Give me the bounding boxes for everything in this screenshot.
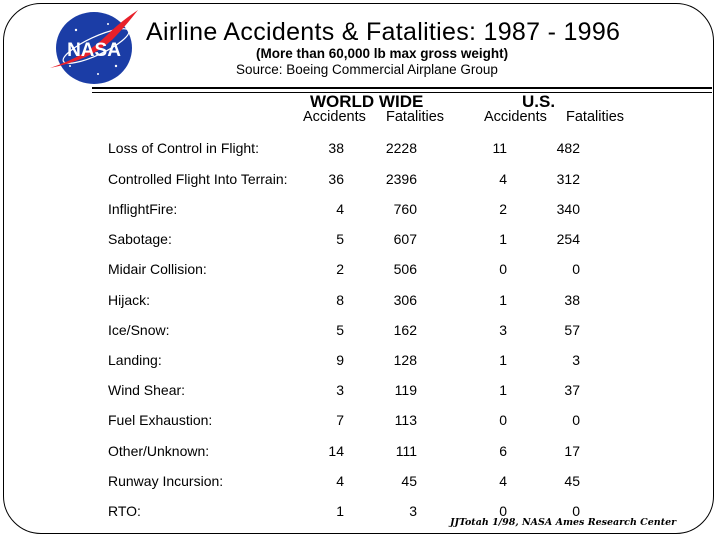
world-accidents: 5 (336, 322, 344, 338)
group-header-world: WORLD WIDE (310, 92, 424, 111)
world-fatalities: 2396 (385, 171, 417, 187)
world-fatalities: 45 (401, 473, 417, 489)
world-accidents: 4 (336, 473, 344, 489)
table-row: Controlled Flight Into Terrain: 36 2396 4 31… (0, 171, 719, 191)
group-header-us: U.S. (522, 92, 556, 111)
us-accidents: 4 (499, 171, 507, 187)
us-accidents: 0 (499, 412, 507, 428)
table-row: Loss of Control in Flight: 38 2228 11 482 (0, 140, 719, 160)
us-fatalities: 312 (556, 171, 580, 187)
us-fatalities: 0 (572, 261, 580, 277)
table-row: Sabotage: 5 607 1 254 (0, 231, 719, 251)
col-header-us-accidents: Accidents (484, 109, 547, 125)
nasa-logo: NASA (50, 10, 138, 84)
us-fatalities: 37 (564, 382, 580, 398)
nasa-logo-text: NASA (67, 40, 121, 61)
world-accidents: 38 (328, 140, 344, 156)
world-fatalities: 306 (393, 292, 417, 308)
world-fatalities: 760 (393, 201, 417, 217)
us-accidents: 0 (499, 503, 507, 519)
us-fatalities: 38 (564, 292, 580, 308)
page-subtitle: (More than 60,000 lb max gross weight) (256, 46, 509, 61)
us-accidents: 0 (499, 261, 507, 277)
world-accidents: 14 (328, 443, 344, 459)
us-fatalities: 0 (572, 412, 580, 428)
row-label: Loss of Control in Flight: (108, 140, 259, 156)
world-accidents: 8 (336, 292, 344, 308)
world-fatalities: 506 (393, 261, 417, 277)
page-title: Airline Accidents & Fatalities: 1987 - 1… (146, 18, 621, 46)
table-row: Other/Unknown: 14 111 6 17 (0, 443, 719, 463)
row-label: Sabotage: (108, 231, 172, 247)
us-fatalities: 17 (564, 443, 580, 459)
us-fatalities: 45 (564, 473, 580, 489)
us-accidents: 11 (492, 140, 507, 156)
world-accidents: 3 (336, 382, 344, 398)
world-accidents: 1 (336, 503, 344, 519)
table-row: Wind Shear: 3 119 1 37 (0, 382, 719, 402)
table-row: InflightFire: 4 760 2 340 (0, 201, 719, 221)
world-fatalities: 3 (409, 503, 417, 519)
world-fatalities: 162 (393, 322, 417, 338)
row-label: Other/Unknown: (108, 443, 210, 459)
table-row: Midair Collision: 2 506 0 0 (0, 261, 719, 281)
row-label: Fuel Exhaustion: (108, 412, 213, 428)
world-accidents: 4 (336, 201, 344, 217)
world-fatalities: 113 (394, 412, 417, 428)
header-rule (92, 87, 712, 89)
col-header-world-fatalities: Fatalities (386, 109, 445, 125)
us-fatalities: 3 (572, 352, 580, 368)
row-label: InflightFire: (108, 201, 178, 217)
us-accidents: 1 (499, 292, 507, 308)
table-row: Landing: 9 128 1 3 (0, 352, 719, 372)
header-rule-thin (92, 92, 712, 93)
row-label: Runway Incursion: (108, 473, 224, 489)
table-row: Ice/Snow: 5 162 3 57 (0, 322, 719, 342)
world-accidents: 5 (336, 231, 344, 247)
row-label: Hijack: (108, 292, 151, 308)
world-fatalities: 607 (393, 231, 417, 247)
row-label: Controlled Flight Into Terrain: (108, 171, 288, 187)
us-fatalities: 0 (572, 503, 580, 519)
table-row: Runway Incursion: 4 45 4 45 (0, 473, 719, 493)
us-accidents: 6 (499, 443, 507, 459)
us-accidents: 4 (499, 473, 507, 489)
world-fatalities: 128 (393, 352, 417, 368)
row-label: Landing: (108, 352, 162, 368)
us-accidents: 1 (499, 352, 507, 368)
world-accidents: 2 (336, 261, 344, 277)
source-line: Source: Boeing Commercial Airplane Group (236, 62, 498, 77)
col-header-us-fatalities: Fatalities (566, 109, 625, 125)
slide-frame (3, 3, 714, 534)
us-accidents: 2 (499, 201, 507, 217)
us-fatalities: 482 (556, 140, 580, 156)
us-accidents: 1 (499, 231, 507, 247)
world-accidents: 9 (336, 352, 344, 368)
us-accidents: 3 (499, 322, 507, 338)
us-fatalities: 340 (556, 201, 580, 217)
table-row: Fuel Exhaustion: 7 113 0 0 (0, 412, 719, 432)
table-row: Hijack: 8 306 1 38 (0, 292, 719, 312)
world-fatalities: 119 (394, 382, 417, 398)
world-fatalities: 111 (395, 443, 417, 459)
credit-line: JJTotah 1/98, NASA Ames Research Center (450, 517, 677, 528)
row-label: RTO: (108, 503, 141, 519)
row-label: Wind Shear: (108, 382, 186, 398)
row-label: Midair Collision: (108, 261, 207, 277)
us-fatalities: 254 (556, 231, 580, 247)
world-accidents: 7 (336, 412, 344, 428)
col-header-world-accidents: Accidents (303, 109, 366, 125)
us-accidents: 1 (499, 382, 507, 398)
world-accidents: 36 (328, 171, 344, 187)
world-fatalities: 2228 (385, 140, 417, 156)
row-label: Ice/Snow: (108, 322, 170, 338)
table-row: RTO: 1 3 0 0 (0, 503, 719, 523)
us-fatalities: 57 (564, 322, 580, 338)
